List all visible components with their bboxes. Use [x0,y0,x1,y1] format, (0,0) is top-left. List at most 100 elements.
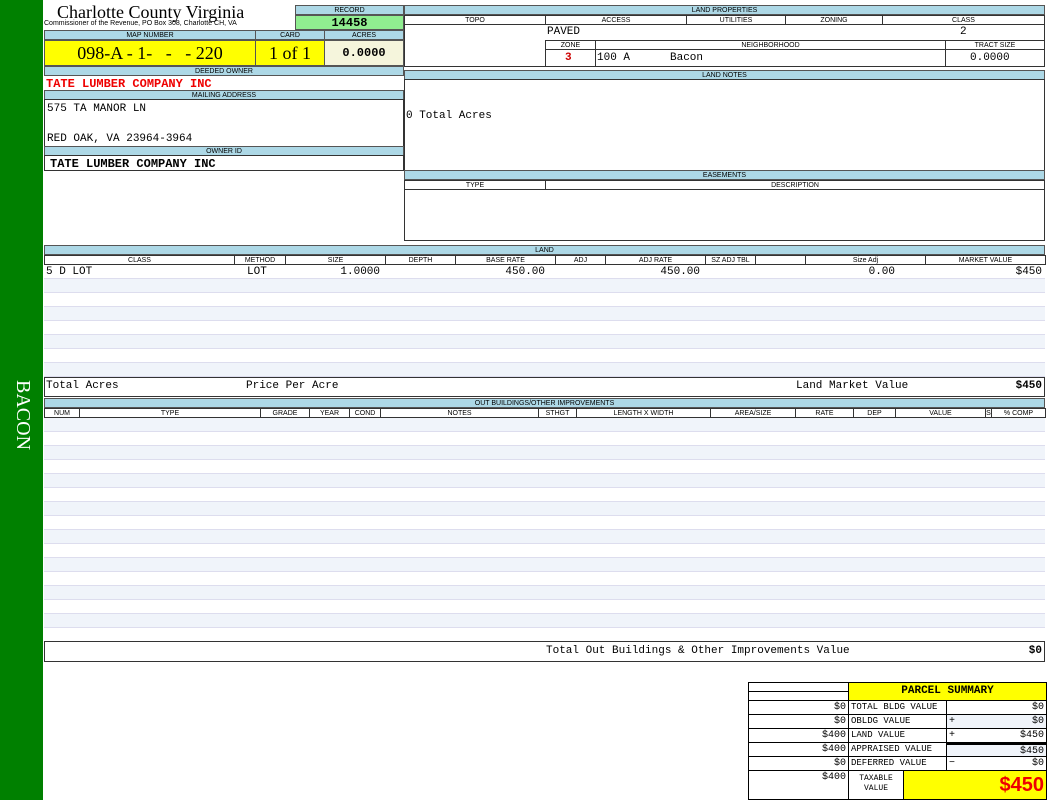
summary-label: APPRAISED VALUE [848,742,947,757]
land-cell-base-rate: 450.00 [505,266,545,278]
outbuilding-row [44,544,1045,558]
easements-box [404,189,1045,241]
outbuilding-col-header: STHGT [538,408,577,418]
land-col-header: BASE RATE [455,255,556,265]
land-row [44,279,1045,293]
outbuilding-row [44,572,1045,586]
record-label: RECORD [295,5,404,15]
outbuilding-row [44,488,1045,502]
neighborhood-code: 100 A [597,52,631,64]
outbuilding-row [44,586,1045,600]
access-value: PAVED [547,26,581,38]
summary-label: LAND VALUE [848,728,947,743]
land-row [44,293,1045,307]
land-col-header: SZ ADJ TBL [705,255,756,265]
parcel-summary-title: PARCEL SUMMARY [848,682,1047,701]
outbuilding-row [44,474,1045,488]
summary-value-cell: + $450 [946,728,1047,743]
map-number-label: MAP NUMBER [44,30,256,40]
summary-value-cell: − $0 [946,756,1047,771]
outbuildings-total-row [44,641,1045,662]
outbuilding-col-header: % COMP [991,408,1046,418]
deeded-owner-label: DEEDED OWNER [44,66,404,76]
taxable-label: TAXABLE VALUE [848,770,904,800]
owner-id-box [44,155,404,171]
land-cell-class: 5 D LOT [46,266,93,278]
outbuilding-col-header: LENGTH X WIDTH [576,408,711,418]
outbuilding-col-header: COND [349,408,381,418]
tract-size-label: TRACT SIZE [945,40,1045,50]
summary-value-cell: + $0 [946,714,1047,729]
summary-value: $0 [1031,716,1044,727]
outbuilding-row [44,558,1045,572]
land-row [44,265,1045,279]
divider [945,49,946,67]
outbuildings-total-label: Total Out Buildings & Other Improvements… [546,645,850,657]
card-label: CARD [255,30,325,40]
outbuilding-col-header: TYPE [79,408,261,418]
divider [595,49,596,67]
summary-operator: + [949,730,956,741]
summary-prior-value: $0 [748,714,849,729]
land-market-value-label: Land Market Value [796,380,909,392]
summary-label: TOTAL BLDG VALUE [848,700,947,715]
neighborhood-value: Bacon [670,52,704,64]
land-total-row [44,377,1045,397]
address-line-1: 575 TA MANOR LN [47,103,147,115]
outbuilding-col-header: NUM [44,408,80,418]
summary-value-cell: $0 [946,700,1047,715]
easements-header: EASEMENTS [404,170,1045,180]
summary-operator: − [949,758,956,769]
land-col-header: Size Adj [805,255,926,265]
summary-value: $450 [1019,730,1044,741]
address-line-2: RED OAK, VA 23964-3964 [47,133,193,145]
land-notes-text: 0 Total Acres [406,110,492,122]
acres-value: 0.0000 [324,40,404,66]
taxable-value: $450 [903,770,1047,800]
outbuilding-row [44,530,1045,544]
zone-value: 3 [565,52,572,64]
deeded-owner-value: TATE LUMBER COMPANY INC [46,77,212,91]
summary-prior-value: $400 [748,728,849,743]
summary-value: $450 [1019,746,1044,757]
outbuildings-header: OUT BUILDINGS/OTHER IMPROVEMENTS [44,398,1045,408]
summary-prior-value: $400 [748,742,849,757]
outbuilding-col-header: RATE [795,408,854,418]
outbuilding-col-header: DEP [853,408,896,418]
outbuilding-row [44,516,1045,530]
county-subtitle: Commissioner of the Revenue, PO Box 308,… [44,20,237,27]
summary-prior-value: $0 [748,700,849,715]
land-col-header: MARKET VALUE [925,255,1046,265]
land-col-header: ADJ RATE [605,255,706,265]
card-value: 1 of 1 [255,40,325,66]
land-cell-method: LOT [247,266,267,278]
sidebar-label: BACON [12,380,34,451]
outbuildings-total-value: $0 [1028,645,1042,657]
land-row [44,321,1045,335]
summary-operator: + [949,716,956,727]
land-row [44,349,1045,363]
land-row [44,307,1045,321]
outbuilding-col-header: YEAR [309,408,350,418]
land-cell-size-adj: 0.00 [868,266,895,278]
outbuilding-row [44,628,1045,642]
land-notes-box [404,79,1045,171]
land-header: LAND [44,245,1045,255]
tract-size-value: 0.0000 [970,52,1010,64]
land-market-value-total: $450 [1015,380,1042,392]
land-col-header: SIZE [285,255,386,265]
record-value: 14458 [295,15,404,30]
land-col-header: ADJ [555,255,606,265]
land-properties-header: LAND PROPERTIES [404,5,1045,15]
summary-value: $0 [1031,702,1044,713]
owner-id-value: TATE LUMBER COMPANY INC [50,157,216,171]
land-col-header [755,255,806,265]
outbuilding-row [44,600,1045,614]
land-col-header: DEPTH [385,255,456,265]
land-col-header: METHOD [234,255,286,265]
outbuilding-row [44,432,1045,446]
outbuilding-row [44,418,1045,432]
outbuilding-col-header: AREA/SIZE [710,408,796,418]
total-acres-label: Total Acres [46,380,119,392]
outbuilding-row [44,614,1045,628]
